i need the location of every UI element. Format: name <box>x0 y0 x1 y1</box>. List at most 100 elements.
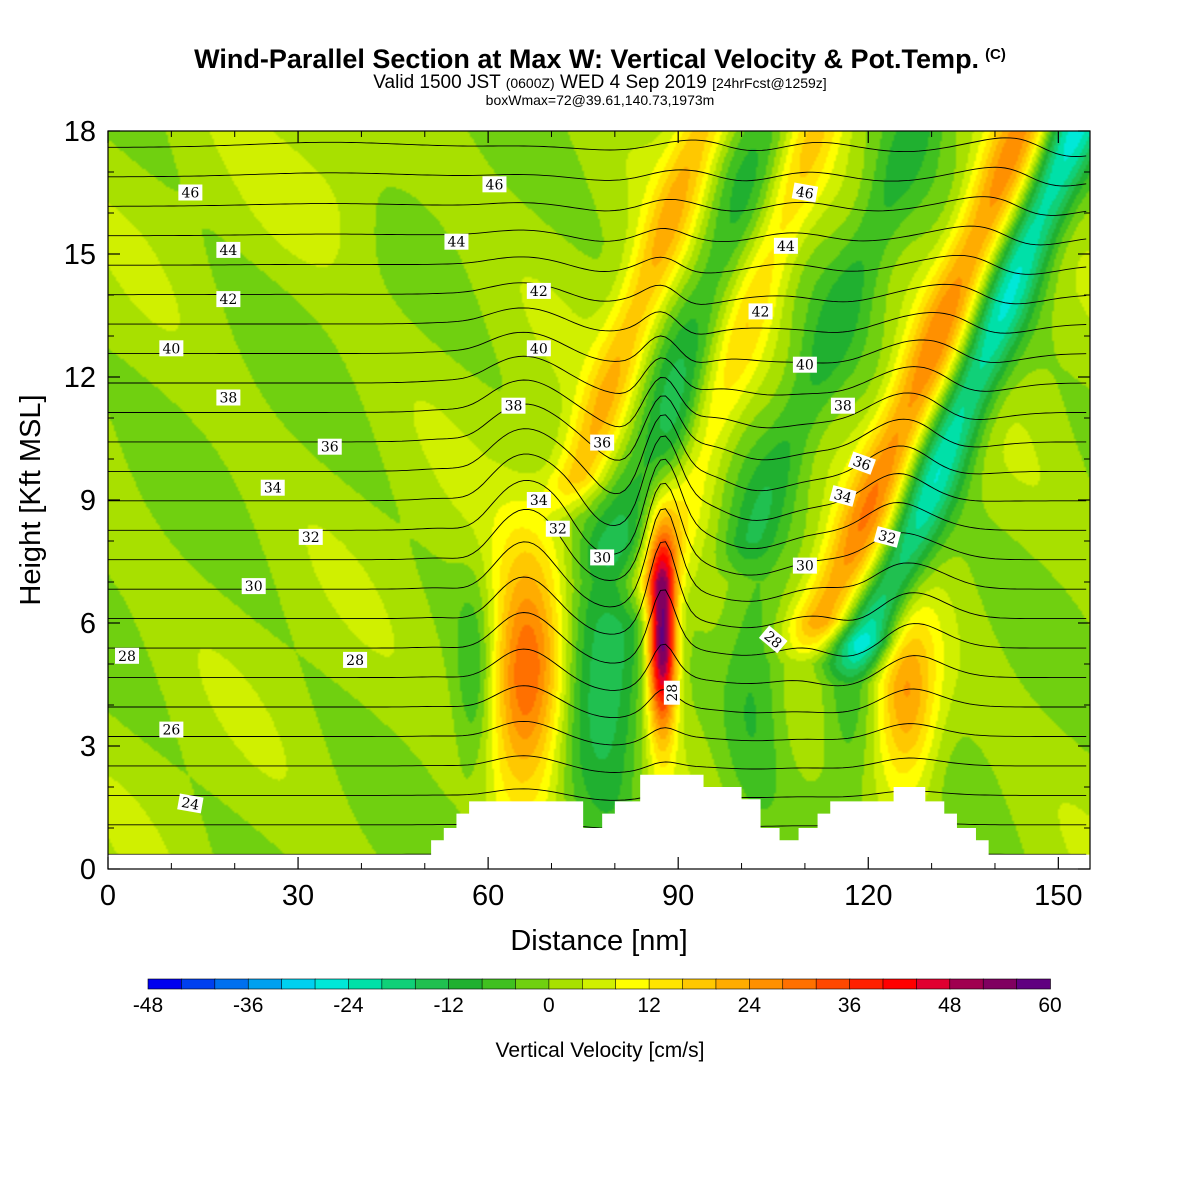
contour-label: 28 <box>115 647 140 665</box>
contour-line <box>108 307 1087 335</box>
contour-label-bg <box>847 451 876 475</box>
colorbar-tick-label: 0 <box>543 994 555 1017</box>
contour-label-text: 44 <box>777 239 795 255</box>
vertical-velocity-field <box>108 131 1090 869</box>
colorbar-swatch <box>782 978 817 990</box>
contour-label: 28 <box>663 680 681 705</box>
contour-label: 30 <box>241 578 266 595</box>
colorbar-swatch <box>348 978 383 990</box>
contour-line <box>108 331 1087 364</box>
pot-temp-labels: 46 46 46 44 44 44 42 42 42 40 40 40 38 38 38 36 36 36 34 34… <box>115 176 901 814</box>
contour-label-text: 32 <box>302 530 320 546</box>
contour-label: 34 <box>260 479 285 497</box>
colorbar-swatch <box>749 978 784 990</box>
contour-label-text: 46 <box>486 177 504 193</box>
box-info: boxWmax=72@39.61,140.73,1973m <box>485 92 715 108</box>
contour-label: 32 <box>545 520 570 538</box>
contour-label: 24 <box>177 793 204 814</box>
contour-line <box>108 137 1087 157</box>
contour-label-bg <box>830 397 855 414</box>
contour-label-text: 28 <box>118 649 136 665</box>
contour-label: 28 <box>343 651 368 669</box>
y-tick-label: 12 <box>64 362 96 394</box>
colorbar-tick-label: -36 <box>233 994 263 1017</box>
contour-label-bg <box>115 647 140 664</box>
contour-label: 38 <box>216 389 241 407</box>
contour-label-bg <box>482 176 507 193</box>
contour-label-text: 32 <box>549 522 567 538</box>
contour-label-bg <box>241 578 266 595</box>
colorbar-swatch <box>247 978 283 990</box>
contour-label-text: 30 <box>796 559 814 575</box>
contour-label-text: 28 <box>346 653 364 669</box>
y-tick-label: 0 <box>80 854 96 886</box>
x-tick-label: 60 <box>472 880 504 912</box>
colorbar-tick-label: 48 <box>938 994 961 1017</box>
x-tick-label: 150 <box>1034 880 1082 912</box>
contour-label-text: 46 <box>795 184 815 203</box>
contour-label-bg <box>792 557 817 574</box>
contour-line <box>108 508 1087 608</box>
contour-line <box>108 541 1087 635</box>
contour-label: 36 <box>317 438 342 456</box>
chart-title: Wind-Parallel Section at Max W: Vertical… <box>0 44 1200 75</box>
contour-label-text: 34 <box>832 487 853 507</box>
contour-label-bg <box>317 438 342 455</box>
contour-label-text: 38 <box>505 399 523 415</box>
colorbar-swatch <box>715 978 751 990</box>
y-axis-label: Height [Kft MSL] <box>15 394 47 605</box>
colorbar-swatch <box>982 978 1018 990</box>
colorbar-swatch <box>181 978 216 990</box>
contour-label-bg <box>298 528 323 545</box>
contour-label-bg <box>758 625 788 654</box>
contour-label-text: 30 <box>245 579 263 595</box>
contour-line <box>108 196 1087 216</box>
contour-label-bg <box>159 721 184 738</box>
contour-label: 30 <box>792 557 817 575</box>
contour-label-bg <box>545 520 570 537</box>
contour-label-text: 38 <box>219 391 237 407</box>
colorbar-swatch <box>414 978 450 990</box>
x-tick-label: 90 <box>662 880 694 912</box>
y-tick-label: 3 <box>80 731 96 763</box>
contour-label-text: 36 <box>850 453 872 474</box>
contour-label: 30 <box>590 549 615 566</box>
contour-label-text: 32 <box>876 528 897 548</box>
forecast-info: [24hrFcst@1259z] <box>712 75 827 91</box>
colorbar-swatch <box>648 978 684 990</box>
contour-line <box>108 355 1087 396</box>
colorbar-swatch <box>214 978 250 990</box>
colorbar-swatch <box>1016 978 1051 990</box>
x-tick-label: 0 <box>100 880 116 912</box>
colorbar-swatch <box>815 978 851 990</box>
contour-label-bg <box>773 237 798 254</box>
contour-label: 26 <box>159 721 184 739</box>
contour-line <box>108 482 1087 581</box>
chart-title-mark: (C) <box>985 46 1006 63</box>
colorbar-label: Vertical Velocity [cm/s] <box>496 1039 705 1062</box>
x-tick-label: 120 <box>844 880 892 912</box>
contour-line <box>108 643 1087 691</box>
y-tick-label: 9 <box>80 485 96 517</box>
contour-label-bg <box>178 184 203 201</box>
colorbar-swatch <box>448 978 483 990</box>
contour-line <box>108 720 1087 746</box>
colorbar-swatch <box>515 978 550 990</box>
contour-label-bg <box>260 479 285 496</box>
colorbar-swatch <box>147 978 183 990</box>
colorbar-swatch <box>882 978 918 990</box>
contour-label-text: 24 <box>180 795 200 814</box>
contour-label-text: 36 <box>593 436 611 452</box>
valid-prefix: Valid 1500 JST <box>373 72 501 93</box>
contour-label-text: 42 <box>752 304 770 320</box>
colorbar-tick-label: 60 <box>1038 994 1061 1017</box>
contour-label: 32 <box>873 526 901 548</box>
contour-label-bg <box>444 233 469 250</box>
y-tick-label: 6 <box>80 608 96 640</box>
y-tick-label: 18 <box>64 116 96 148</box>
contour-label: 40 <box>526 340 551 357</box>
colorbar: -48 -36 -24 -12 0 12 24 36 48 60 <box>133 978 1062 1017</box>
contour-line <box>108 225 1087 246</box>
